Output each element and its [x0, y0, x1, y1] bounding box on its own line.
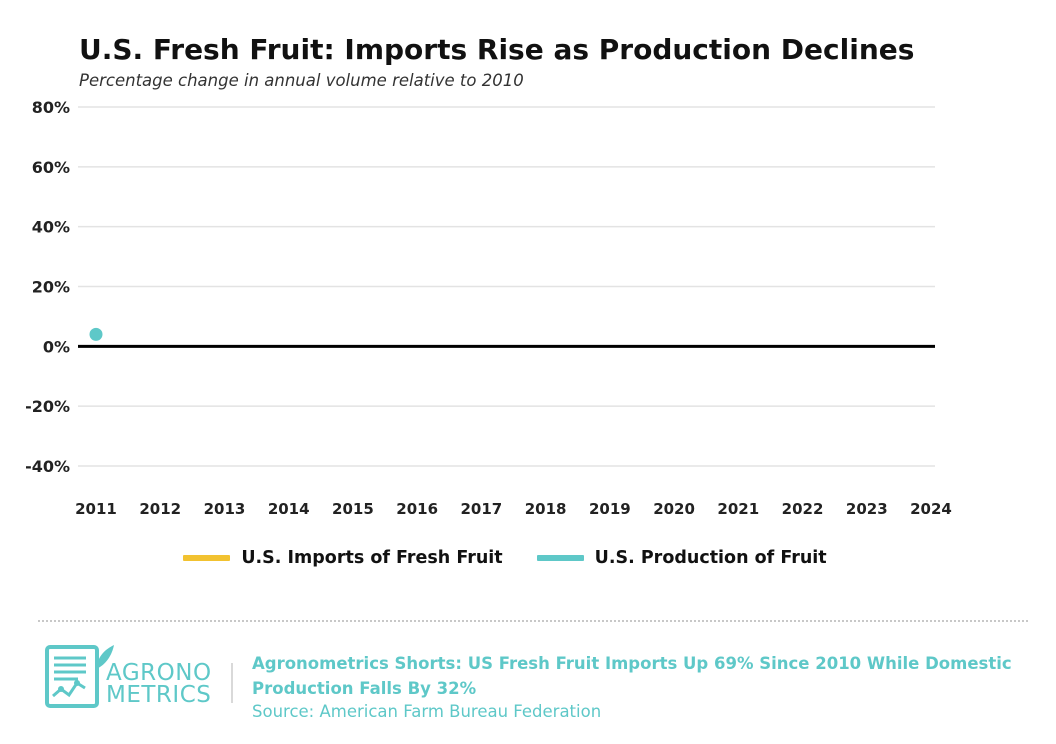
x-tick-label: 2020 — [653, 500, 695, 518]
legend-item-production: U.S. Production of Fruit — [536, 548, 827, 568]
x-tick-label: 2018 — [525, 500, 567, 518]
x-tick-label: 2015 — [332, 500, 374, 518]
legend: U.S. Imports of Fresh Fruit U.S. Product… — [0, 548, 1010, 568]
x-tick-label: 2019 — [589, 500, 631, 518]
y-tick-label: 60% — [32, 158, 70, 177]
legend-swatch-imports — [183, 555, 231, 561]
y-tick-label: 40% — [32, 218, 70, 237]
x-tick-label: 2011 — [75, 500, 117, 518]
y-tick-label: 0% — [43, 337, 70, 356]
x-tick-label: 2023 — [846, 500, 888, 518]
data-point — [89, 327, 103, 341]
y-tick-label: 80% — [32, 98, 70, 117]
x-tick-label: 2016 — [396, 500, 438, 518]
gridlines — [78, 106, 935, 467]
y-tick-label: 20% — [32, 278, 70, 297]
y-axis-ticks: 80% 60% 40% 20% 0% -20% -40% — [25, 98, 70, 476]
logo-divider — [231, 663, 233, 703]
legend-label-production: U.S. Production of Fruit — [594, 548, 827, 568]
x-tick-label: 2022 — [782, 500, 824, 518]
footer-source: Source: American Farm Bureau Federation — [252, 702, 602, 721]
x-axis-ticks: 2011 2012 2013 2014 2015 2016 2017 2018 2019 2020… — [75, 500, 952, 518]
chart-subtitle: Percentage change in annual volume relat… — [79, 71, 524, 90]
legend-swatch-production — [536, 555, 584, 561]
agronometrics-logo: AGRONO METRICS — [44, 643, 216, 711]
logo-text-metrics: METRICS — [106, 682, 212, 708]
x-tick-label: 2013 — [204, 500, 246, 518]
x-tick-label: 2012 — [139, 500, 181, 518]
legend-item-imports: U.S. Imports of Fresh Fruit — [183, 548, 503, 568]
footer-separator — [38, 620, 1028, 622]
x-tick-label: 2021 — [717, 500, 759, 518]
line-chart: 80%60%40%20%0%-20%-40% 2011 2012 2013 2014 2… — [25, 98, 952, 518]
x-tick-label: 2024 — [910, 500, 952, 518]
footer-headline-link[interactable]: Agronometrics Shorts: US Fresh Fruit Imp… — [252, 654, 1012, 698]
y-tick-label: -20% — [25, 397, 70, 416]
x-tick-label: 2017 — [461, 500, 503, 518]
logo-text-agrono: AGRONO — [106, 660, 212, 686]
chart-title: U.S. Fresh Fruit: Imports Rise as Produc… — [79, 33, 915, 66]
x-tick-label: 2014 — [268, 500, 310, 518]
report-chart-logo-icon — [45, 645, 114, 708]
legend-label-imports: U.S. Imports of Fresh Fruit — [241, 548, 503, 568]
series-marks — [89, 327, 103, 341]
y-tick-label: -40% — [25, 457, 70, 476]
